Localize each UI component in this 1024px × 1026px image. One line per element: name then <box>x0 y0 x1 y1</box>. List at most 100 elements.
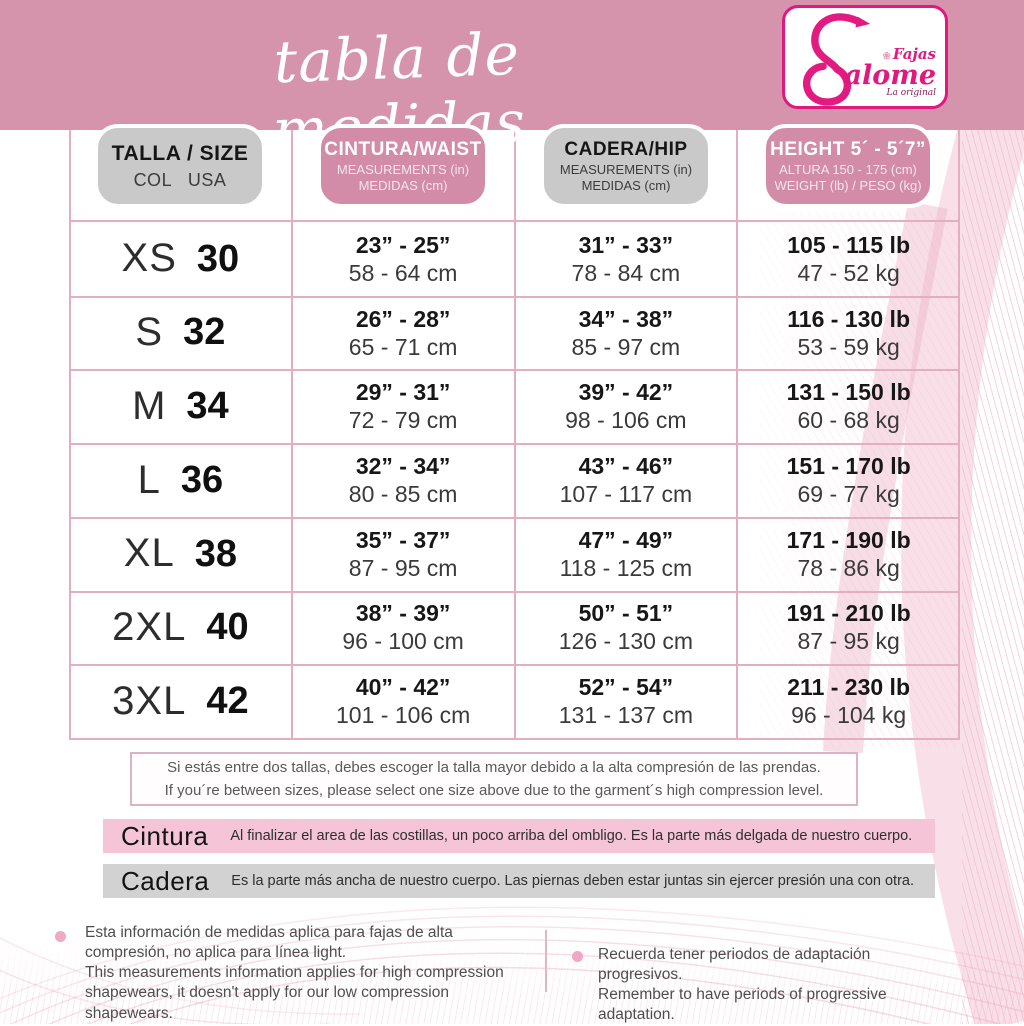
definition-cintura: Cintura Al finalizar el area de las cost… <box>103 819 935 853</box>
table-row-xs: XS 30 23” - 25” 58 - 64 cm 31” - 33” 78 - 8… <box>69 222 960 296</box>
hip-in: 47” - 49” <box>578 526 674 553</box>
footnote-left: Esta información de medidas aplica para … <box>85 923 537 1024</box>
table-divider-2 <box>513 130 516 740</box>
size-col: XL <box>123 531 175 576</box>
table-border-right <box>958 130 960 740</box>
column-subtitle: COL USA <box>133 169 227 190</box>
waist-cm: 65 - 71 cm <box>348 333 458 360</box>
hip-cell: 43” - 46” 107 - 117 cm <box>515 443 738 517</box>
hip-in: 39” - 42” <box>578 379 674 406</box>
waist-cell: 40” - 42” 101 - 106 cm <box>292 664 515 738</box>
size-cell: 2XL 40 <box>69 591 292 665</box>
waist-in: 40” - 42” <box>355 674 451 701</box>
waist-cell: 23” - 25” 58 - 64 cm <box>292 222 515 296</box>
table-row-2xl: 2XL 40 38” - 39” 96 - 100 cm 50” - 51” 126 … <box>69 591 960 665</box>
waist-in: 29” - 31” <box>355 379 451 406</box>
weight-lb: 191 - 210 lb <box>786 600 911 627</box>
definition-term: Cadera <box>121 865 210 896</box>
column-subtitle: WEIGHT (lb) / PESO (kg) <box>774 177 922 193</box>
column-subtitle: MEASUREMENTS (in) <box>336 161 470 177</box>
hip-cm: 85 - 97 cm <box>571 333 681 360</box>
sizing-note-es: Si estás entre dos tallas, debes escoger… <box>167 758 821 776</box>
hip-cm: 118 - 125 cm <box>559 554 693 581</box>
size-usa: 36 <box>180 458 224 501</box>
size-usa: 42 <box>206 679 249 722</box>
weight-kg: 69 - 77 kg <box>797 481 900 508</box>
waist-cm: 87 - 95 cm <box>348 554 458 581</box>
flower-icon: ❀ <box>882 50 891 62</box>
column-title: TALLA / SIZE <box>111 141 249 165</box>
weight-lb: 105 - 115 lb <box>787 231 910 258</box>
weight-cell: 116 - 130 lb 53 - 59 kg <box>737 296 960 370</box>
footnote-left-en: This measurements information applies fo… <box>85 964 504 1022</box>
column-title: CADERA/HIP <box>564 138 688 160</box>
footnote-right-es: Recuerda tener periodos de adaptación pr… <box>598 946 871 984</box>
hip-cell: 47” - 49” 118 - 125 cm <box>515 517 738 591</box>
weight-kg: 60 - 68 kg <box>797 407 900 434</box>
size-usa: 38 <box>194 532 237 575</box>
size-cell: M 34 <box>69 369 292 443</box>
size-cell: 3XL 42 <box>69 664 292 738</box>
waist-cm: 96 - 100 cm <box>342 628 464 655</box>
hip-cell: 50” - 51” 126 - 130 cm <box>515 591 738 665</box>
column-subtitle: MEDIDAS (cm) <box>581 177 671 193</box>
bullet-icon <box>55 931 66 942</box>
column-header-hip: CADERA/HIP MEASUREMENTS (in) MEDIDAS (cm… <box>540 124 712 208</box>
size-usa: 40 <box>206 606 249 649</box>
row-line <box>69 220 960 222</box>
weight-lb: 211 - 230 lb <box>787 674 910 701</box>
definition-term: Cintura <box>121 820 209 851</box>
column-title: HEIGHT 5´ - 5´7” <box>770 138 926 160</box>
column-title: CINTURA/WAIST <box>324 138 482 160</box>
size-cell: XL 38 <box>69 517 292 591</box>
table-row-s: S 32 26” - 28” 65 - 71 cm 34” - 38” 85 - 97… <box>69 296 960 370</box>
table-row-xl: XL 38 35” - 37” 87 - 95 cm 47” - 49” 118 - … <box>69 517 960 591</box>
hip-in: 43” - 46” <box>578 452 674 479</box>
weight-cell: 171 - 190 lb 78 - 86 kg <box>737 517 960 591</box>
table-divider-3 <box>736 130 738 740</box>
table-row-3xl: 3XL 42 40” - 42” 101 - 106 cm 52” - 54” 131… <box>69 664 960 738</box>
hip-cm: 78 - 84 cm <box>571 259 681 286</box>
sizing-note-en: If you´re between sizes, please select o… <box>164 782 824 799</box>
logo-brand-top: ❀ Fajas <box>882 44 936 63</box>
size-col: L <box>137 457 161 502</box>
waist-in: 35” - 37” <box>355 526 451 553</box>
hip-cell: 52” - 54” 131 - 137 cm <box>515 664 738 738</box>
table-divider-1 <box>291 130 293 740</box>
size-usa: 34 <box>186 385 229 428</box>
hip-in: 52” - 54” <box>578 674 674 701</box>
row-line <box>69 369 960 372</box>
column-header-size: TALLA / SIZE COL USA <box>94 124 266 208</box>
column-subtitle: ALTURA 150 - 175 (cm) <box>779 161 917 177</box>
column-subtitle: MEDIDAS (cm) <box>358 177 448 193</box>
waist-cell: 29” - 31” 72 - 79 cm <box>292 369 515 443</box>
weight-cell: 191 - 210 lb 87 - 95 kg <box>737 591 960 665</box>
footnote-right-en: Remember to have periods of progressive … <box>598 986 887 1024</box>
footnote-right: Recuerda tener periodos de adaptación pr… <box>598 945 958 1026</box>
size-usa: 32 <box>183 311 226 354</box>
hip-cell: 34” - 38” 85 - 97 cm <box>515 296 738 370</box>
weight-lb: 171 - 190 lb <box>786 526 911 553</box>
waist-in: 32” - 34” <box>355 452 451 479</box>
row-line <box>69 516 960 519</box>
weight-kg: 96 - 104 kg <box>791 702 907 729</box>
weight-cell: 131 - 150 lb 60 - 68 kg <box>737 369 960 443</box>
size-table: XS 30 23” - 25” 58 - 64 cm 31” - 33” 78 - 8… <box>69 222 960 738</box>
waist-cm: 101 - 106 cm <box>336 702 471 729</box>
hip-cm: 131 - 137 cm <box>558 702 693 729</box>
hip-cm: 107 - 117 cm <box>559 481 693 508</box>
brand-logo: ❀ Fajas alome La original <box>782 5 948 109</box>
weight-kg: 87 - 95 kg <box>797 628 900 655</box>
waist-cell: 32” - 34” 80 - 85 cm <box>292 443 515 517</box>
waist-cm: 72 - 79 cm <box>348 407 458 434</box>
column-subtitle: MEASUREMENTS (in) <box>559 161 693 177</box>
logo-brand-main: alome <box>844 59 936 91</box>
table-row-m: M 34 29” - 31” 72 - 79 cm 39” - 42” 98 - 10… <box>69 369 960 443</box>
logo-tagline: La original <box>886 88 936 99</box>
row-line <box>69 295 960 298</box>
bullet-icon <box>572 951 583 962</box>
waist-in: 23” - 25” <box>355 231 451 258</box>
hip-in: 34” - 38” <box>578 305 674 332</box>
hip-in: 50” - 51” <box>578 600 674 627</box>
